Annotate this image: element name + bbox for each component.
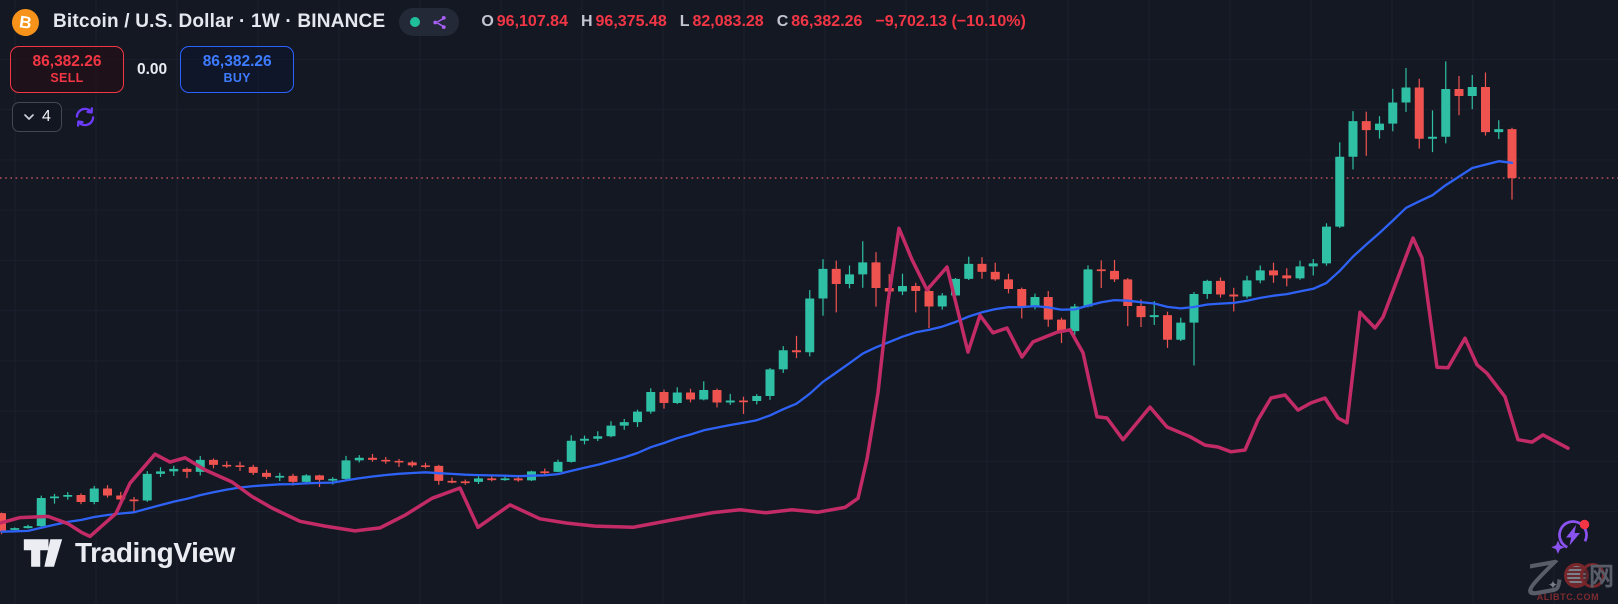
trade-panel: 86,382.26 SELL 0.00 86,382.26 BUY [10,46,295,93]
sell-button[interactable]: 86,382.26 SELL [10,46,124,93]
share-icon[interactable] [431,14,448,31]
chart-header: B Bitcoin / U.S. Dollar · 1W · BINANCE O… [10,6,1026,38]
secondary-line [0,226,1570,539]
tools-row: 4 [12,102,99,132]
tradingview-logo[interactable]: TradingView [22,534,235,572]
sparkle-icon: ✦ [1547,578,1558,592]
sync-button[interactable] [71,103,99,131]
change-readout: −9,702.13 (−10.10%) [875,13,1026,30]
lightning-icon [1548,514,1594,560]
flash-button[interactable] [1548,514,1594,560]
spread-value: 0.00 [137,60,168,78]
tradingview-mark-icon [22,534,64,572]
tradingview-logo-text: TradingView [75,537,236,568]
refresh-icon [73,105,97,129]
watermark-net-glyph: 网 [1588,563,1614,591]
watermark-site-label: ALIBTC.COM [1536,592,1600,602]
ma-line [0,160,1514,533]
symbol-title[interactable]: Bitcoin / U.S. Dollar · 1W · BINANCE [53,11,386,32]
buy-button[interactable]: 86,382.26 BUY [180,46,295,93]
chevron-down-icon [23,111,35,123]
watermark-ring2-icon [1579,562,1605,588]
symbol-status-pill[interactable] [399,8,460,36]
market-status-dot [410,17,421,27]
candles-layer [0,61,1517,535]
bitcoin-icon: B [10,6,41,38]
quantity-dropdown[interactable]: 4 [12,102,62,132]
watermark: 乙 ✦ 网 ALIBTC.COM [1519,555,1614,603]
ohlc-readout: O 96,107.84 H 96,375.48 L 82,083.28 C 86,382… [481,13,1026,30]
